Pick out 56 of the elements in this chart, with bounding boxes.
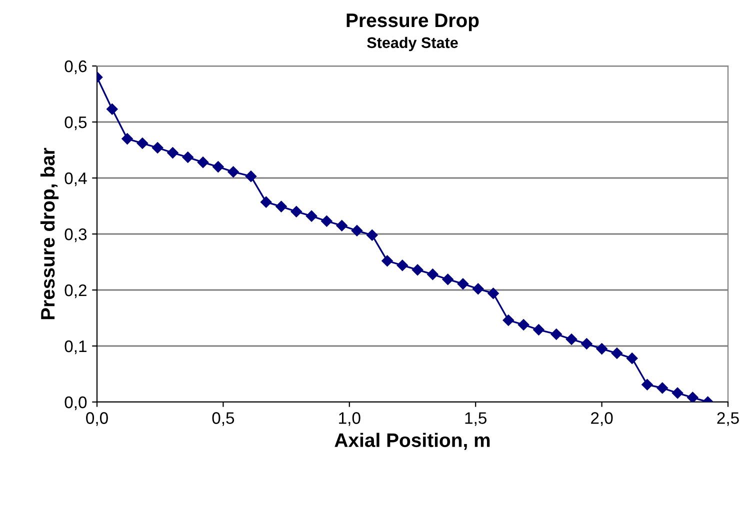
point — [321, 216, 332, 227]
point — [152, 142, 164, 154]
x-tick-label: 1,0 — [339, 412, 360, 426]
x-tick-label: 2,5 — [717, 412, 739, 426]
y-tick-label: 0,3 — [64, 228, 87, 242]
point — [472, 283, 484, 294]
point — [442, 274, 454, 285]
point — [336, 220, 348, 232]
chart-subtitle: Steady State — [367, 36, 458, 52]
point — [427, 268, 438, 280]
point — [306, 210, 318, 222]
x-tick-label: 1,5 — [465, 412, 486, 426]
point — [457, 278, 469, 290]
point — [136, 138, 148, 149]
point — [366, 230, 378, 241]
point — [581, 338, 592, 350]
point — [351, 225, 363, 236]
point — [672, 387, 684, 399]
point — [197, 156, 209, 168]
point — [566, 334, 578, 345]
point — [626, 352, 638, 364]
point — [182, 152, 194, 163]
x-tick-label: 2,0 — [591, 412, 613, 426]
point — [106, 104, 118, 115]
x-axis-title: Axial Position, m — [334, 432, 490, 450]
point — [212, 161, 224, 172]
point — [412, 264, 424, 276]
point — [502, 314, 514, 326]
point — [642, 379, 653, 390]
point — [260, 196, 272, 208]
point — [290, 206, 302, 218]
y-tick-label: 0,1 — [64, 340, 86, 354]
y-tick-label: 0,0 — [64, 396, 87, 410]
point — [167, 147, 178, 158]
y-tick-label: 0,6 — [64, 60, 87, 74]
y-tick-label: 0,4 — [64, 172, 87, 186]
y-tick-label: 0,2 — [64, 284, 86, 298]
point — [550, 328, 562, 340]
point — [533, 324, 544, 336]
point — [518, 319, 530, 330]
point — [276, 200, 287, 212]
point — [656, 382, 668, 394]
y-tick-label: 0,5 — [64, 116, 87, 130]
point — [611, 348, 623, 359]
point — [488, 288, 499, 299]
x-tick-label: 0,5 — [212, 412, 234, 426]
x-tick-label: 0,0 — [86, 412, 108, 426]
point — [396, 260, 408, 271]
point — [596, 343, 608, 354]
point — [382, 255, 393, 266]
chart-title: Pressure Drop — [346, 14, 479, 32]
point — [687, 392, 698, 402]
point — [245, 170, 257, 182]
point — [228, 166, 239, 178]
point — [122, 133, 133, 144]
y-axis-title: Pressure drop, bar — [40, 148, 59, 320]
